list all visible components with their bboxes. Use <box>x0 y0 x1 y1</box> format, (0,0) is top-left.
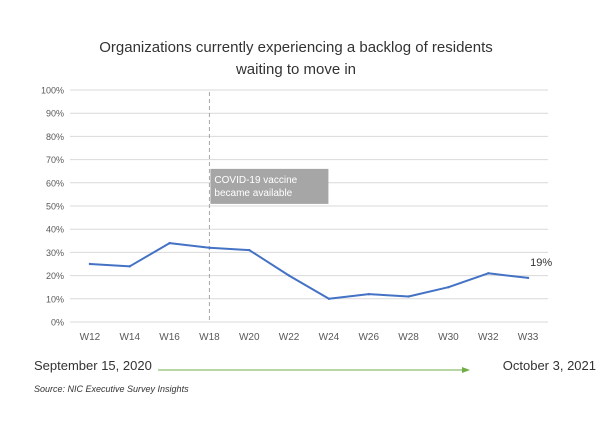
data-point <box>88 262 92 266</box>
y-tick-label: 50% <box>46 202 64 212</box>
timeline-end-date: October 3, 2021 <box>503 358 596 373</box>
chart-title-line-2: waiting to move in <box>235 61 356 78</box>
timeline-arrowhead <box>462 367 470 373</box>
x-tick-label: W12 <box>80 332 101 343</box>
last-point-data-label: 19% <box>530 257 552 269</box>
series-line <box>89 242 529 300</box>
x-tick-label: W32 <box>478 332 499 343</box>
chart-title: Organizations currently experiencing a b… <box>99 39 493 78</box>
x-tick-label: W28 <box>398 332 419 343</box>
x-tick-label: W22 <box>279 332 300 343</box>
timeline-start-date: September 15, 2020 <box>34 358 152 373</box>
x-tick-label: W30 <box>438 332 459 343</box>
data-point <box>526 276 530 280</box>
data-point <box>208 246 211 249</box>
x-tick-label: W33 <box>518 332 539 343</box>
vaccine-annotation-line-1: COVID-19 vaccine <box>214 175 297 186</box>
data-point <box>407 295 410 298</box>
data-point <box>327 297 331 300</box>
y-tick-label: 10% <box>46 294 64 304</box>
y-tick-label: 90% <box>46 109 64 119</box>
x-tick-label: W16 <box>159 332 180 343</box>
data-point <box>168 241 171 245</box>
y-tick-label: 0% <box>51 318 64 328</box>
source-note: Source: NIC Executive Survey Insights <box>34 384 189 394</box>
x-tick-label: W20 <box>239 332 260 343</box>
data-point <box>447 286 450 289</box>
data-point <box>287 274 291 277</box>
gridlines <box>70 89 548 323</box>
y-tick-label: 70% <box>46 155 64 165</box>
data-point <box>248 248 251 252</box>
data-point <box>487 272 490 275</box>
x-tick-label: W14 <box>119 332 140 343</box>
y-tick-label: 80% <box>46 132 64 142</box>
x-tick-label: W18 <box>199 332 220 343</box>
vaccine-annotation-line-2: became available <box>214 188 292 199</box>
x-tick-label: W24 <box>319 332 340 343</box>
x-tick-label: W26 <box>358 332 379 343</box>
y-tick-label: 40% <box>46 225 64 235</box>
y-axis-tick-labels: 0% 10% 20% 30% 40% 50% 60% 70% 80% 90% 100% <box>41 86 64 328</box>
vaccine-annotation-box <box>210 168 329 204</box>
y-tick-label: 60% <box>46 178 64 188</box>
vaccine-annotation: COVID-19 vaccine became available <box>210 168 329 204</box>
chart-title-line-1: Organizations currently experiencing a b… <box>99 39 493 56</box>
data-points <box>88 241 530 300</box>
y-tick-label: 20% <box>46 271 64 281</box>
data-point <box>128 265 131 268</box>
y-tick-label: 100% <box>41 86 64 96</box>
data-point <box>367 292 370 296</box>
y-tick-label: 30% <box>46 248 64 258</box>
x-axis-tick-labels: W12 W14 W16 W18 W20 W22 W24 W26 W28 W30 W32 W33 <box>80 332 539 343</box>
